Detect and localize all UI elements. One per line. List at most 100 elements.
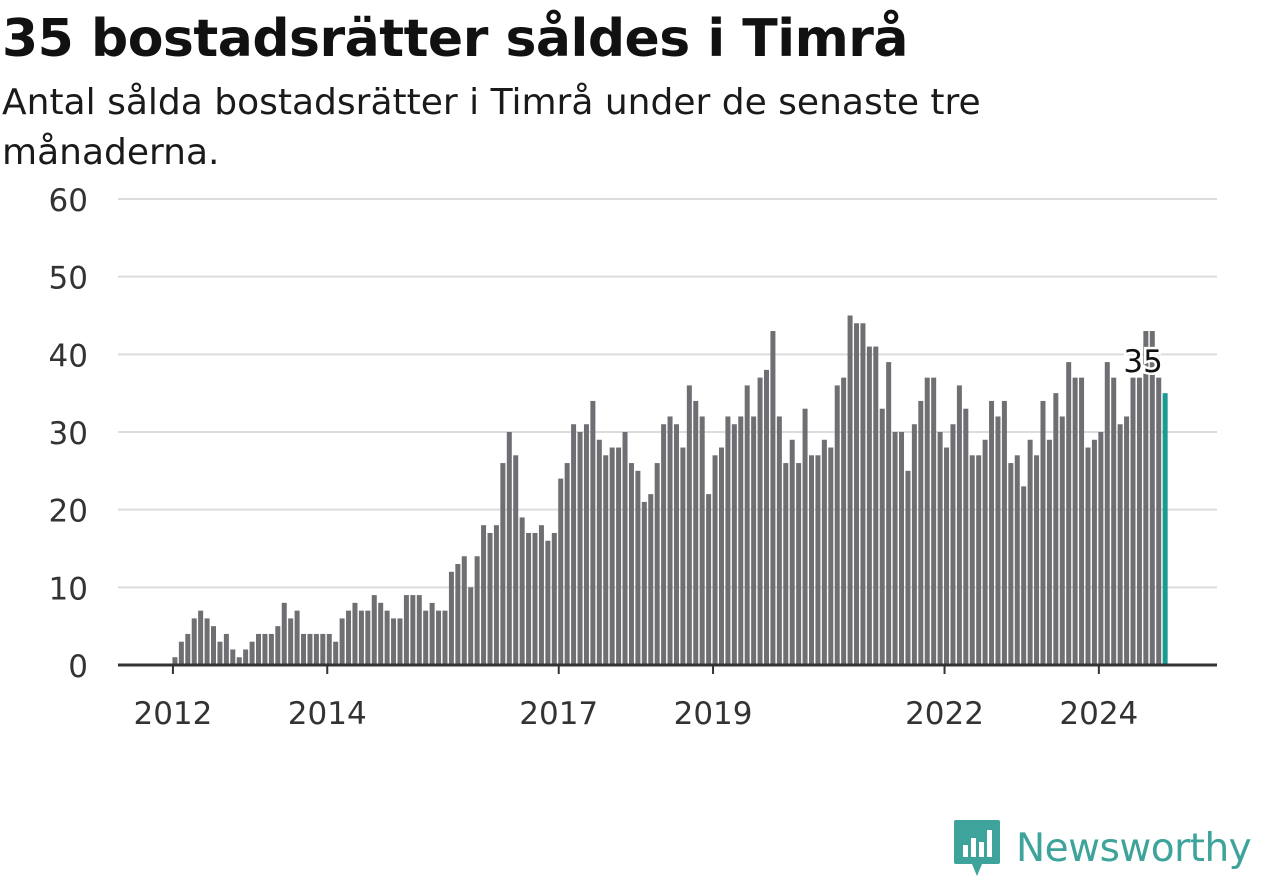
bar: [995, 416, 1001, 665]
brand-name: Newsworthy: [1016, 825, 1252, 871]
y-tick-label-30: 30: [49, 416, 88, 452]
bar: [391, 618, 397, 665]
bar: [371, 595, 377, 665]
bar: [776, 416, 782, 665]
bar: [1149, 331, 1155, 665]
bar: [680, 447, 686, 665]
x-tick-label-2012: 2012: [133, 696, 212, 732]
x-tick-label-2019: 2019: [674, 696, 753, 732]
bar: [1136, 377, 1142, 665]
bar: [969, 455, 975, 665]
bar: [236, 657, 242, 665]
bar: [673, 424, 679, 665]
bar: [725, 416, 731, 665]
bar: [937, 432, 943, 665]
bar: [641, 501, 647, 665]
bar: [905, 470, 911, 665]
bar: [1066, 362, 1072, 665]
bar: [860, 323, 866, 665]
bar: [448, 571, 454, 665]
bar: [944, 447, 950, 665]
bar: [352, 602, 358, 665]
bar: [513, 455, 519, 665]
bar: [1111, 377, 1117, 665]
chart-subtitle: Antal sålda bostadsrätter i Timrå under …: [2, 82, 981, 173]
bar: [1059, 416, 1065, 665]
bar: [718, 447, 724, 665]
bar: [339, 618, 345, 665]
x-tick-label-2022: 2022: [905, 696, 984, 732]
bar: [519, 517, 525, 665]
bar: [506, 432, 512, 665]
bar: [346, 610, 352, 665]
bar: [628, 463, 634, 665]
bar: [249, 641, 255, 665]
brand-logo: Newsworthy: [952, 818, 1252, 878]
bar: [834, 385, 840, 665]
bar: [956, 385, 962, 665]
bar: [1053, 393, 1059, 665]
bar: [886, 362, 892, 665]
bar: [1001, 400, 1007, 665]
bar: [744, 385, 750, 665]
x-axis-labels: 2012 2014 2017 2019 2022 2024: [133, 665, 1138, 732]
bar: [262, 633, 268, 665]
bar: [802, 408, 808, 665]
bar: [1143, 331, 1149, 665]
bar: [526, 532, 532, 665]
bar: [320, 633, 326, 665]
bar: [423, 610, 429, 665]
bar: [474, 556, 480, 665]
bar: [493, 525, 499, 665]
chart-title: 35 bostadsrätter såldes i Timrå: [2, 9, 909, 69]
bar: [243, 649, 249, 665]
bar: [654, 463, 660, 665]
bar: [358, 610, 364, 665]
bar: [313, 633, 319, 665]
bar: [230, 649, 236, 665]
bar: [757, 377, 763, 665]
bar: [416, 595, 422, 665]
bar: [796, 463, 802, 665]
bar: [1034, 455, 1040, 665]
bar: [603, 455, 609, 665]
bar: [686, 385, 692, 665]
bar: [326, 633, 332, 665]
bar: [172, 657, 178, 665]
bar: [275, 626, 281, 665]
bar: [1046, 439, 1052, 665]
highlight-bar: [1162, 393, 1168, 665]
bar: [1117, 424, 1123, 665]
bar: [731, 424, 737, 665]
bar: [635, 470, 641, 665]
bars: [172, 315, 1168, 665]
bar: [616, 447, 622, 665]
bar: [1098, 432, 1104, 665]
bar: [1079, 377, 1085, 665]
bar: [828, 447, 834, 665]
bar: [1072, 377, 1078, 665]
y-tick-label-50: 50: [49, 261, 88, 297]
bar: [294, 610, 300, 665]
bar: [301, 633, 307, 665]
bar: [281, 602, 287, 665]
bar: [500, 463, 506, 665]
bar: [841, 377, 847, 665]
bar: [436, 610, 442, 665]
bar: [481, 525, 487, 665]
bar: [378, 602, 384, 665]
bar: [410, 595, 416, 665]
bar: [661, 424, 667, 665]
y-tick-label-10: 10: [49, 571, 88, 607]
bar: [1014, 455, 1020, 665]
bar: [911, 424, 917, 665]
bar: [256, 633, 262, 665]
bar: [667, 416, 673, 665]
gridlines: [118, 198, 1217, 589]
bar: [892, 432, 898, 665]
bar: [487, 532, 493, 665]
bar: [198, 610, 204, 665]
bar: [699, 416, 705, 665]
bar: [538, 525, 544, 665]
